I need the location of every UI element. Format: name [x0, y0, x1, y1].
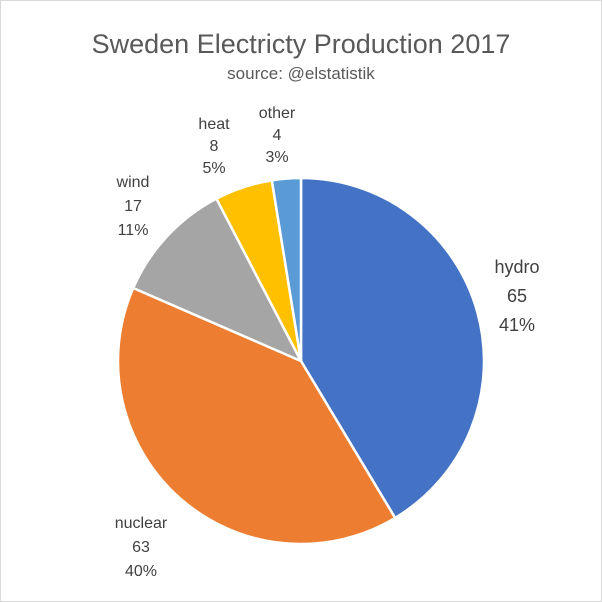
label-percent-heat: 5%: [202, 160, 225, 177]
chart-title: Sweden Electricty Production 2017: [92, 29, 511, 59]
data-labels: hydro 65 41% nuclear 63 40% wind 17 11% heat 8 5% ot…: [115, 105, 540, 580]
pie-slice-hydro: [299, 176, 486, 520]
pie-slice-wind: [131, 197, 303, 363]
data-label-wind: wind 17 11%: [116, 174, 150, 239]
pie-slices: [116, 176, 486, 546]
label-name-other: other: [259, 105, 296, 122]
label-value-other: 4: [273, 127, 282, 144]
label-value-heat: 8: [210, 138, 219, 155]
label-name-hydro: hydro: [494, 257, 539, 277]
pie-slice-other: [270, 176, 303, 363]
label-percent-nuclear: 40%: [125, 563, 157, 580]
label-value-hydro: 65: [507, 286, 527, 306]
label-percent-hydro: 41%: [499, 315, 535, 335]
label-value-nuclear: 63: [132, 539, 150, 556]
label-name-nuclear: nuclear: [115, 515, 168, 532]
data-label-other: other 4 3%: [259, 105, 296, 166]
label-name-wind: wind: [116, 174, 150, 191]
label-value-wind: 17: [124, 198, 142, 215]
data-label-heat: heat 8 5%: [198, 116, 230, 177]
label-percent-other: 3%: [265, 149, 288, 166]
chart-subtitle: source: @elstatistik: [227, 64, 375, 83]
pie-slice-nuclear: [116, 286, 397, 546]
label-percent-wind: 11%: [118, 222, 149, 239]
data-label-nuclear: nuclear 63 40%: [115, 515, 168, 580]
label-name-heat: heat: [198, 116, 230, 133]
data-label-hydro: hydro 65 41%: [494, 257, 539, 335]
